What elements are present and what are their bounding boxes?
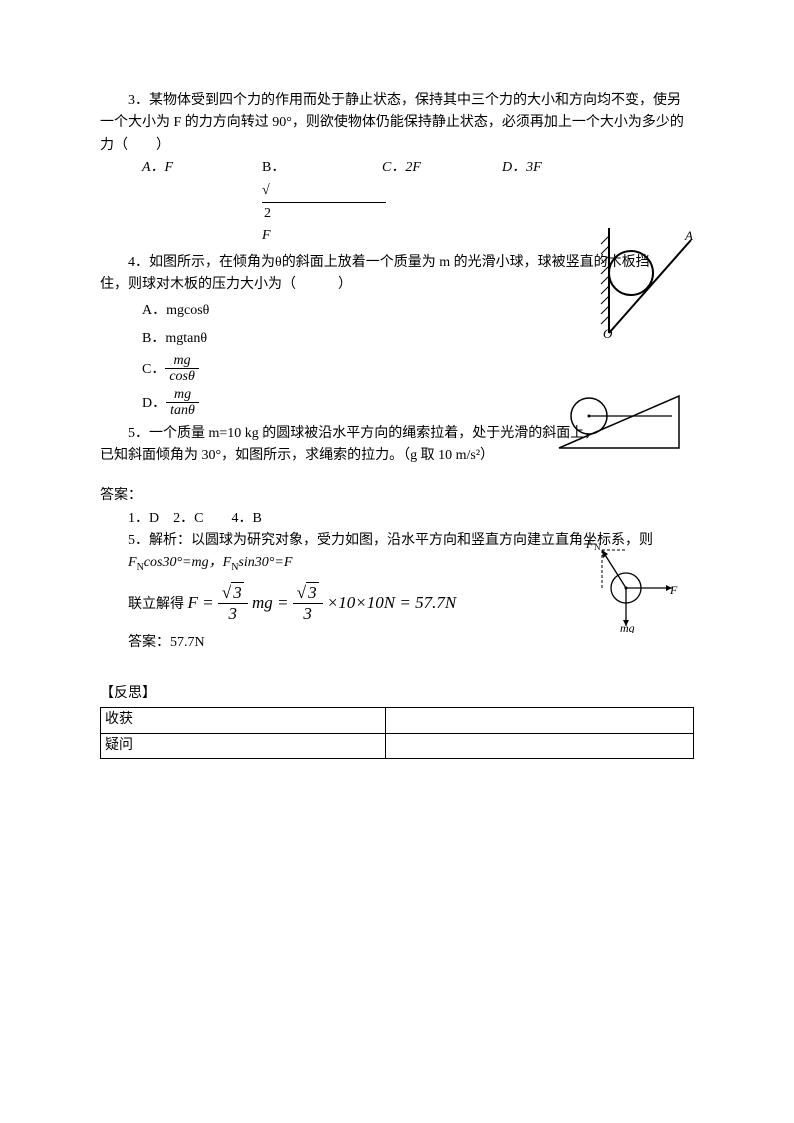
answers-line1: 1．D 2．C 4．B bbox=[100, 508, 694, 530]
svg-text:mg: mg bbox=[620, 621, 635, 633]
svg-text:F: F bbox=[585, 538, 594, 551]
figure-q5-ball-incline bbox=[554, 386, 684, 454]
svg-text:N: N bbox=[594, 542, 601, 552]
svg-text:O: O bbox=[603, 326, 613, 338]
reflection-row2-value bbox=[385, 733, 693, 758]
question-3: 3．某物体受到四个力的作用而处于静止状态，保持其中三个力的大小和方向均不变，使另… bbox=[100, 90, 694, 157]
q3-opt-c: C．2F bbox=[382, 157, 502, 248]
q4-text1: 4．如图所示，在倾角为θ的斜面上放着一个质量为 m 的光滑小球，球被竖直的木板挡 bbox=[128, 255, 650, 270]
reflection-row1-label: 收获 bbox=[101, 708, 386, 733]
figure-q4-incline-ball: A O bbox=[599, 228, 694, 338]
q3-opt-a: A．F bbox=[142, 157, 262, 248]
reflection-row1-value bbox=[385, 708, 693, 733]
svg-text:A: A bbox=[684, 228, 693, 243]
answers-final: 答案：57.7N bbox=[100, 632, 694, 654]
answers-title: 答案： bbox=[100, 485, 694, 507]
table-row: 收获 bbox=[101, 708, 694, 733]
q5-text1: 5．一个质量 m=10 kg 的圆球被沿水平方向的绳索拉着，处于光滑的斜面上， bbox=[128, 426, 598, 441]
figure-free-body-diagram: F N F mg bbox=[574, 538, 679, 633]
q5-text2: 已知斜面倾角为 30°，如图所示，求绳索的拉力。（g 取 10 m/s²） bbox=[100, 448, 494, 463]
reflection-title: 【反思】 bbox=[100, 683, 694, 705]
q3-text: 3．某物体受到四个力的作用而处于静止状态，保持其中三个力的大小和方向均不变，使另… bbox=[100, 93, 684, 153]
table-row: 疑问 bbox=[101, 733, 694, 758]
q3-opt-b: B．√2 F bbox=[262, 157, 382, 248]
reflection-table: 收获 疑问 bbox=[100, 707, 694, 759]
q4-opt-c: C． mgcosθ bbox=[142, 353, 694, 387]
svg-text:F: F bbox=[669, 583, 678, 597]
q4-text2: 住，则球对木板的压力大小为（ ） bbox=[100, 277, 352, 292]
reflection-row2-label: 疑问 bbox=[101, 733, 386, 758]
